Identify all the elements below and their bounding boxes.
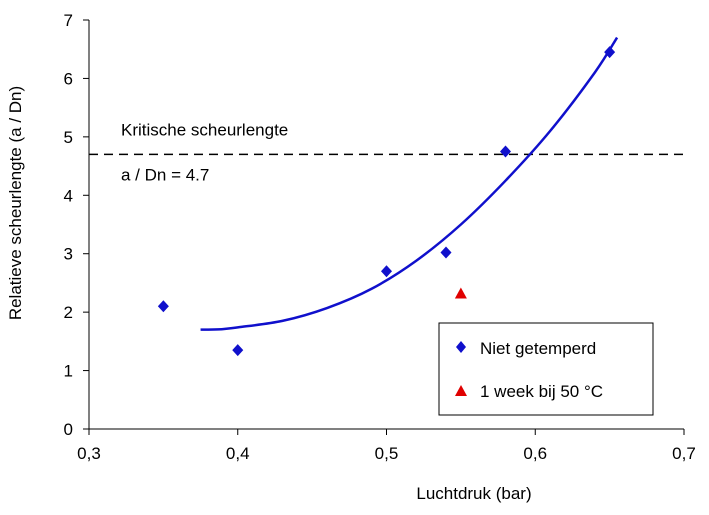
data-point-triangle xyxy=(454,287,467,299)
x-tick-label: 0,3 xyxy=(77,444,101,463)
legend-label-series-1: Niet getemperd xyxy=(480,339,596,358)
legend-marker-triangle-icon xyxy=(455,385,467,396)
y-tick-label: 1 xyxy=(64,362,73,381)
x-tick-label: 0,5 xyxy=(375,444,399,463)
data-point-diamond xyxy=(440,246,452,259)
y-ticks: 0 1 2 3 4 5 6 7 xyxy=(64,11,89,439)
x-ticks: 0,3 0,4 0,5 0,6 0,7 xyxy=(77,429,696,463)
x-tick-label: 0,4 xyxy=(226,444,250,463)
data-point-diamond xyxy=(157,300,169,313)
legend-marker-diamond-icon xyxy=(456,341,466,353)
y-tick-label: 7 xyxy=(64,11,73,30)
y-tick-label: 2 xyxy=(64,303,73,322)
y-tick-label: 3 xyxy=(64,245,73,264)
data-point-diamond xyxy=(500,145,511,158)
y-tick-label: 5 xyxy=(64,128,73,147)
data-point-diamond xyxy=(381,265,392,278)
trendline-curve xyxy=(200,36,619,331)
reference-line: Kritische scheurlengte a / Dn = 4.7 xyxy=(89,120,684,184)
legend-label-series-2: 1 week bij 50 °C xyxy=(480,382,603,401)
trendline xyxy=(200,36,619,331)
x-axis-label: Luchtdruk (bar) xyxy=(416,484,531,503)
y-tick-label: 4 xyxy=(64,186,73,205)
y-tick-label: 6 xyxy=(64,69,73,88)
legend: Niet getemperd 1 week bij 50 °C xyxy=(438,322,654,416)
reference-label-top: Kritische scheurlengte xyxy=(121,120,288,139)
data-points xyxy=(157,46,616,357)
y-axis-label: Relatieve scheurlengte (a / Dn) xyxy=(6,86,25,320)
x-tick-label: 0,7 xyxy=(672,444,696,463)
x-tick-label: 0,6 xyxy=(523,444,547,463)
data-point-diamond xyxy=(604,46,616,59)
y-tick-label: 0 xyxy=(64,420,73,439)
data-point-diamond xyxy=(232,344,244,357)
legend-box xyxy=(438,322,654,416)
reference-label-bottom: a / Dn = 4.7 xyxy=(121,165,209,184)
